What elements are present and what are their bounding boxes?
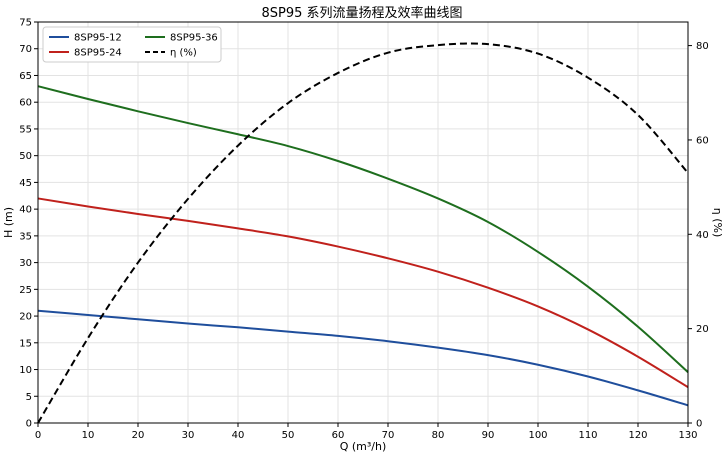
y2-tick-label: 80 xyxy=(696,41,709,52)
legend: 8SP95-12 8SP95-24 8SP95-36 η (%) xyxy=(42,26,222,63)
series-line-2 xyxy=(37,85,689,373)
y-tick-label: 70 xyxy=(19,44,32,55)
y-tick-label: 40 xyxy=(19,205,32,216)
y-tick-label: 10 xyxy=(19,365,32,376)
series-line-1 xyxy=(37,197,689,389)
y-tick-label: 20 xyxy=(19,312,32,323)
x-tick-label: 100 xyxy=(528,430,547,441)
x-tick-label: 10 xyxy=(82,430,95,441)
grid xyxy=(37,21,689,424)
x-tick-label: 70 xyxy=(382,430,395,441)
y2-tick-label: 20 xyxy=(696,324,709,335)
y-tick-label: 55 xyxy=(19,124,32,135)
y-tick-label: 30 xyxy=(19,258,32,269)
x-tick-label: 0 xyxy=(35,430,41,441)
y-tick-label: 65 xyxy=(19,71,32,82)
x-tick-label: 60 xyxy=(332,430,345,441)
x-tick-label: 110 xyxy=(578,430,597,441)
x-tick-label: 130 xyxy=(678,430,697,441)
y-tick-label: 75 xyxy=(19,18,32,29)
x-tick-label: 20 xyxy=(132,430,145,441)
legend-box xyxy=(42,26,222,63)
series-line-3 xyxy=(37,42,689,424)
y-axis-label: H (m) xyxy=(2,207,15,238)
series-line-0 xyxy=(37,309,689,407)
axis-ticks: 0 10 20 30 40 50 60 70 80 90 100 110 120 130051015202… xyxy=(19,18,708,442)
x-tick-label: 30 xyxy=(182,430,195,441)
y2-tick-label: 0 xyxy=(696,419,702,430)
y-tick-label: 0 xyxy=(26,419,32,430)
y-tick-label: 25 xyxy=(19,285,32,296)
y-tick-label: 35 xyxy=(19,231,32,242)
y-tick-label: 50 xyxy=(19,151,32,162)
x-tick-label: 90 xyxy=(482,430,495,441)
legend-label-0: 8SP95-12 xyxy=(74,33,122,44)
plot-frame xyxy=(37,21,689,424)
x-tick-label: 50 xyxy=(282,430,295,441)
legend-label-1: 8SP95-24 xyxy=(74,48,122,59)
y-tick-label: 15 xyxy=(19,338,32,349)
x-axis-label: Q (m³/h) xyxy=(340,440,387,453)
y-tick-label: 5 xyxy=(26,392,32,403)
y2-tick-label: 40 xyxy=(696,230,709,241)
y2-axis-label: η (%) xyxy=(711,208,724,238)
series-lines xyxy=(37,42,689,424)
y-tick-label: 60 xyxy=(19,98,32,109)
chart-title: 8SP95 系列流量扬程及效率曲线图 xyxy=(261,5,462,21)
x-tick-label: 80 xyxy=(432,430,445,441)
y2-tick-label: 60 xyxy=(696,135,709,146)
x-tick-label: 40 xyxy=(232,430,245,441)
legend-label-3: η (%) xyxy=(170,48,197,59)
y-tick-label: 45 xyxy=(19,178,32,189)
x-tick-label: 120 xyxy=(628,430,647,441)
legend-label-2: 8SP95-36 xyxy=(170,33,218,44)
